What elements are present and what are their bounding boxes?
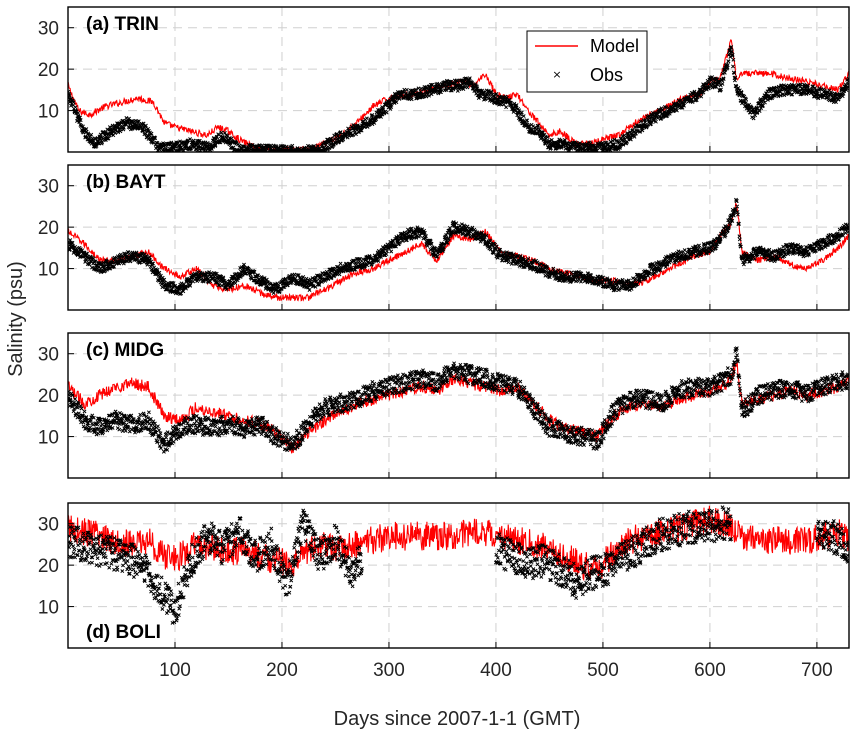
x-tick-label: 300 bbox=[373, 660, 405, 681]
y-tick-label: 10 bbox=[38, 428, 59, 449]
panel-label: (b) BAYT bbox=[86, 172, 166, 193]
panel-0: 10 20 30 (a) TRIN bbox=[38, 6, 850, 153]
x-tick-label: 200 bbox=[266, 660, 298, 681]
obs-series-markers bbox=[68, 45, 849, 152]
y-axis-label: Salinity (psu) bbox=[5, 261, 27, 377]
panel-label: (a) TRIN bbox=[86, 14, 159, 35]
panels: 10 20 30 (a) TRIN 10 20 30 (b) BAYT 10 20 30 (c) MI… bbox=[38, 6, 850, 649]
panel-frame bbox=[67, 164, 850, 311]
panel-3: 10 20 30 (d) BOLI bbox=[38, 502, 850, 649]
panel-data bbox=[68, 197, 849, 302]
panel-frame bbox=[67, 6, 850, 153]
panel-label: (d) BOLI bbox=[86, 622, 161, 643]
x-tick-label: 400 bbox=[480, 660, 512, 681]
y-tick-label: 30 bbox=[38, 177, 59, 198]
y-tick-label: 30 bbox=[38, 515, 59, 536]
x-tick-label: 500 bbox=[587, 660, 619, 681]
y-tick-label: 10 bbox=[38, 598, 59, 619]
x-tick-label: 100 bbox=[159, 660, 191, 681]
y-tick-label: 20 bbox=[38, 556, 59, 577]
y-tick-label: 30 bbox=[38, 19, 59, 40]
x-tick-label: 700 bbox=[801, 660, 833, 681]
panel-data bbox=[68, 39, 849, 152]
legend: Model × Obs bbox=[526, 30, 648, 93]
panel-label: (c) MIDG bbox=[86, 340, 164, 361]
legend-obs-label: Obs bbox=[590, 65, 623, 85]
panel-2: 10 20 30 (c) MIDG bbox=[38, 332, 850, 479]
y-tick-label: 10 bbox=[38, 260, 59, 281]
obs-series-markers bbox=[68, 346, 849, 454]
panel-data bbox=[68, 346, 849, 454]
panel-frame bbox=[67, 502, 850, 649]
y-tick-label: 10 bbox=[38, 102, 59, 123]
x-tick-labels: 100 200 300 400 500 600 700 bbox=[159, 660, 833, 681]
legend-obs-swatch: × bbox=[552, 68, 561, 81]
legend-model-label: Model bbox=[590, 36, 639, 56]
panel-data bbox=[68, 505, 849, 625]
model-series-line bbox=[68, 505, 849, 582]
legend-box bbox=[526, 30, 648, 93]
panel-frame bbox=[67, 332, 850, 479]
obs-series-markers bbox=[68, 505, 849, 625]
y-tick-label: 20 bbox=[38, 60, 59, 81]
y-tick-label: 30 bbox=[38, 345, 59, 366]
y-tick-label: 20 bbox=[38, 386, 59, 407]
y-tick-label: 20 bbox=[38, 218, 59, 239]
panel-1: 10 20 30 (b) BAYT bbox=[38, 164, 850, 311]
x-tick-label: 600 bbox=[694, 660, 726, 681]
x-axis-label: Days since 2007-1-1 (GMT) bbox=[334, 708, 581, 730]
obs-series-markers bbox=[68, 197, 849, 296]
